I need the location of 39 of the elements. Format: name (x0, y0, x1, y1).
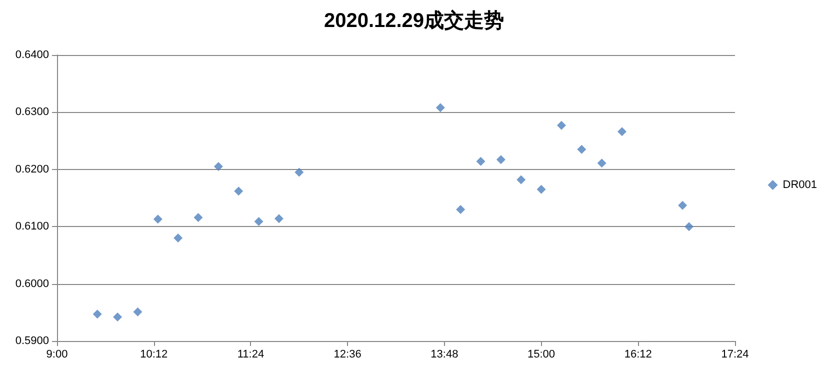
point (536, 184, 546, 194)
x-tick-label: 12:36 (334, 348, 362, 360)
point (516, 175, 526, 184)
x-tick-label: 11:24 (237, 348, 264, 360)
point (274, 214, 284, 224)
x-tick-label: 16:12 (624, 348, 652, 360)
point (556, 120, 566, 130)
point (496, 155, 506, 164)
point (194, 212, 203, 222)
point (294, 168, 304, 177)
y-tick-label: 0.6400 (15, 49, 49, 61)
x-tick-label: 17:24 (721, 348, 749, 360)
y-tick-label: 0.6100 (15, 220, 49, 233)
legend-label: DR001 (782, 179, 818, 191)
point (597, 158, 606, 168)
y-tick-label: 0.6200 (15, 163, 49, 176)
point (456, 204, 466, 214)
point (618, 127, 626, 136)
x-tick-label: 10:12 (140, 348, 168, 360)
point (577, 144, 586, 154)
point (684, 222, 694, 232)
y-tick-label: 0.6000 (15, 278, 49, 290)
point (113, 312, 122, 322)
point (153, 214, 162, 224)
point (476, 156, 486, 166)
point (234, 186, 244, 196)
point (92, 310, 102, 319)
point (133, 307, 142, 316)
point (436, 103, 445, 112)
x-tick-label: 15:00 (528, 348, 556, 360)
y-tick-label: 0.5900 (15, 335, 49, 347)
point (214, 162, 223, 172)
point (678, 200, 688, 210)
x-tick-label: 13:48 (430, 348, 458, 360)
y-tick-label: 0.6300 (15, 106, 49, 118)
x-tick-label: 9:00 (46, 348, 68, 360)
chart-title: 2020.12.29成交走势 (324, 9, 504, 32)
point (174, 234, 183, 243)
point (254, 216, 264, 226)
